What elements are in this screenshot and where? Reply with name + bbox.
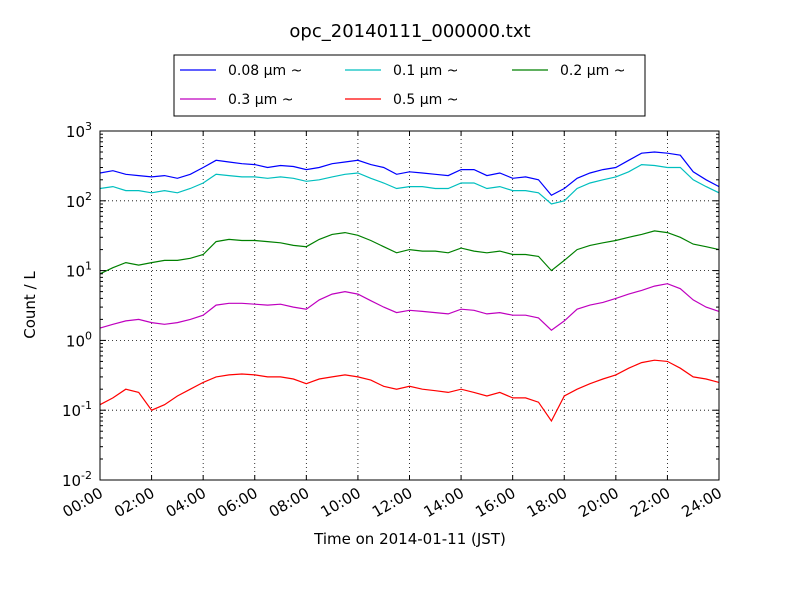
y-tick-label: 102 <box>66 190 92 211</box>
x-axis-label: Time on 2014-01-11 (JST) <box>313 530 506 548</box>
chart-title: opc_20140111_000000.txt <box>289 21 530 42</box>
x-tick-label: 06:00 <box>214 484 260 521</box>
legend: 0.08 μm ~ 0.1 μm ~ 0.2 μm ~ 0.3 μm ~ 0.5 μm … <box>173 54 646 117</box>
x-tick-label: 20:00 <box>575 484 621 521</box>
x-tick-label: 16:00 <box>472 484 518 521</box>
x-tick-label: 22:00 <box>627 484 673 521</box>
x-tick-label: 14:00 <box>421 484 467 521</box>
series-line-3 <box>99 283 720 331</box>
series-line-0 <box>99 151 720 197</box>
x-tick-label: 18:00 <box>524 484 570 521</box>
y-tick-label: 103 <box>66 120 92 141</box>
legend-label: 0.3 μm ~ <box>228 92 293 108</box>
axis-ticks: 00:00 02:00 04:00 06:00 08:00 10:00 12:00 14:00… <box>60 120 725 521</box>
legend-box <box>173 54 646 117</box>
legend-label: 0.2 μm ~ <box>560 63 625 79</box>
y-tick-label: 100 <box>66 329 92 350</box>
y-tick-label: 10-1 <box>62 399 92 420</box>
legend-label: 0.08 μm ~ <box>228 63 302 79</box>
legend-label: 0.1 μm ~ <box>393 63 458 79</box>
series-line-1 <box>99 163 720 205</box>
x-tick-label: 24:00 <box>679 484 725 521</box>
x-tick-label: 10:00 <box>317 484 363 521</box>
grid <box>100 131 719 480</box>
x-tick-label: 02:00 <box>111 484 157 521</box>
x-tick-label: 04:00 <box>163 484 209 521</box>
x-tick-label: 12:00 <box>369 484 415 521</box>
series-line-2 <box>99 230 720 275</box>
series-lines <box>99 151 720 423</box>
legend-label: 0.5 μm ~ <box>393 92 458 108</box>
series-line-4 <box>99 359 720 423</box>
x-tick-label: 08:00 <box>266 484 312 521</box>
y-axis-label: Count / L <box>21 271 39 339</box>
y-tick-label: 10-2 <box>62 469 92 490</box>
y-tick-label: 101 <box>66 260 92 281</box>
